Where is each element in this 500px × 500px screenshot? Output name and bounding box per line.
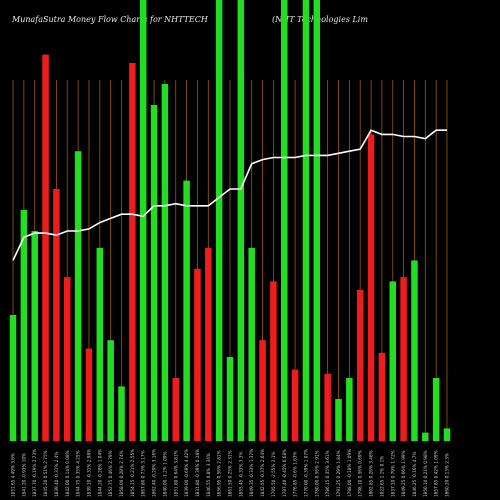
chart-title: MunafaSutra Money Flow Charts for NHTTEC…	[11, 15, 209, 24]
x-tick-label-13: 1862.40 -0.29% 3.16%	[152, 449, 157, 497]
x-tick-label-34: 1822.65 1.1% 0.1%	[379, 456, 384, 497]
x-tick-label-35: 1837.10 0.79% 1.72%	[390, 450, 395, 497]
bar-22	[248, 247, 255, 441]
bar-26	[291, 369, 299, 441]
bar-16	[183, 180, 190, 441]
bar-5	[64, 277, 71, 441]
x-tick-label-0: 1851.65 4.49% 3.8%	[11, 453, 16, 497]
bar-27	[302, 0, 310, 441]
x-tick-label-30: 1791.25 0.29% 1.84%	[336, 450, 341, 497]
bar-35	[389, 281, 396, 441]
bar-6	[74, 151, 82, 441]
bar-28	[313, 0, 321, 441]
x-tick-label-10: 1858.00 0.28% 2.74%	[119, 450, 124, 497]
bar-11	[129, 63, 136, 441]
bar-10	[118, 386, 125, 441]
x-tick-label-23: 1842.55 -0.37% 2.04%	[260, 449, 265, 497]
bar-20	[226, 357, 234, 441]
bar-3	[42, 54, 49, 441]
bar-25	[281, 0, 288, 441]
bar-33	[367, 134, 375, 441]
x-tick-label-6: 1844.75 0.35% 4.25%	[76, 450, 81, 497]
x-tick-label-40: 1860.20 0.13% 2.3%	[445, 453, 450, 497]
x-tick-label-38: 1850.10 0.21% 0.98%	[423, 450, 428, 497]
bar-9	[107, 340, 114, 441]
x-tick-label-14: 1840.00 -1.2% 1.09%	[162, 452, 167, 497]
bar-15	[172, 378, 179, 441]
bar-19	[215, 0, 223, 441]
x-tick-label-7: 1839.10 -0.31% 2.98%	[86, 449, 91, 497]
x-tick-label-1: 1841.20 -0.93% 10%	[21, 453, 26, 497]
bar-13	[150, 105, 158, 441]
bar-34	[378, 352, 386, 441]
bar-29	[324, 373, 331, 441]
x-tick-label-17: 1831.80 -0.39% 0.18%	[195, 449, 200, 497]
line-layer	[12, 129, 447, 261]
x-tick-label-28: 1780.00 0.56% 2.91%	[314, 450, 319, 497]
x-tick-label-15: 1851.80 0.64% 3.81%	[173, 450, 178, 497]
x-tick-label-32: 1798.10 0.56% 0.69%	[358, 450, 363, 497]
bar-2	[31, 231, 38, 441]
x-tick-label-8: 1844.20 -0.28% 1.04%	[97, 449, 102, 497]
x-tick-label-37: 1846.25 -0.16% 4.7%	[412, 452, 417, 497]
x-tick-label-5: 1842.00 0.14% 0.08%	[65, 450, 70, 497]
bar-17	[194, 268, 201, 441]
x-tick-label-19: 1856.95 0.56% 2.81%	[217, 450, 222, 497]
bar-0	[9, 315, 17, 441]
x-tick-label-11: 1854.15 -0.21% 2.55%	[130, 449, 135, 497]
x-tick-label-12: 1867.80 0.73% 3.17%	[141, 450, 146, 497]
bar-40	[443, 428, 451, 441]
x-tick-label-29: 1786.15 0.35% 3.61%	[325, 450, 330, 497]
x-tick-label-22: 1849.35 -0.33% 1.37%	[249, 449, 254, 497]
bar-7	[85, 348, 93, 441]
x-tick-label-21: 1855.45 -0.33% 3.3%	[238, 452, 243, 497]
x-tick-label-36: 1849.25 0.66% 1.99%	[401, 450, 406, 497]
bar-30	[335, 399, 342, 441]
x-tick-label-3: 1845.20 0.51% 2.75%	[43, 450, 48, 497]
x-tick-labels: 1851.65 4.49% 3.8% 1841.20 -0.93% 10% 1837…	[11, 449, 450, 497]
bar-32	[356, 289, 364, 441]
bar-36	[400, 277, 407, 441]
x-tick-label-16: 1839.00 -0.69% 4.42%	[184, 449, 189, 497]
bar-39	[432, 378, 440, 441]
bar-24	[270, 281, 277, 441]
x-tick-label-33: 1802.85 0.26% 3.48%	[369, 450, 374, 497]
x-tick-label-27: 1770.00 -0.39% 1.07%	[303, 449, 308, 497]
bar-23	[259, 340, 266, 441]
x-tick-label-39: 1857.85 0.42% 1.09%	[434, 450, 439, 497]
x-tick-label-9: 1852.75 0.46% 2.79%	[108, 450, 113, 497]
x-tick-label-24: 1795.50 -2.55% 2.1%	[271, 452, 276, 497]
bar-37	[411, 260, 418, 441]
chart-subtitle: (NHT Technologies Lim	[272, 15, 368, 24]
series-line	[12, 129, 447, 261]
bar-4	[53, 189, 60, 441]
bar-1	[20, 210, 28, 441]
x-tick-label-20: 1861.50 0.25% 2.31%	[228, 450, 233, 497]
x-tick-label-18: 1846.55 0.8% 3.34%	[206, 453, 211, 497]
x-tick-label-31: 1788.00 -0.18% 1.09%	[347, 449, 352, 497]
bar-38	[422, 432, 429, 441]
bar-18	[205, 247, 212, 441]
x-tick-label-25: 1787.40 -0.45% 0.68%	[282, 449, 287, 497]
bar-21	[237, 0, 245, 441]
bar-31	[346, 378, 353, 441]
bar-14	[161, 84, 169, 441]
x-tick-label-2: 1837.70 -0.19% 2.73%	[32, 449, 37, 497]
bars-layer	[9, 0, 451, 441]
x-tick-label-4: 1839.40 -0.31% 2.4%	[54, 452, 59, 497]
bar-12	[139, 0, 147, 441]
bar-8	[96, 247, 104, 441]
x-tick-label-26: 1776.85 -0.6% 1.63%	[293, 452, 298, 497]
